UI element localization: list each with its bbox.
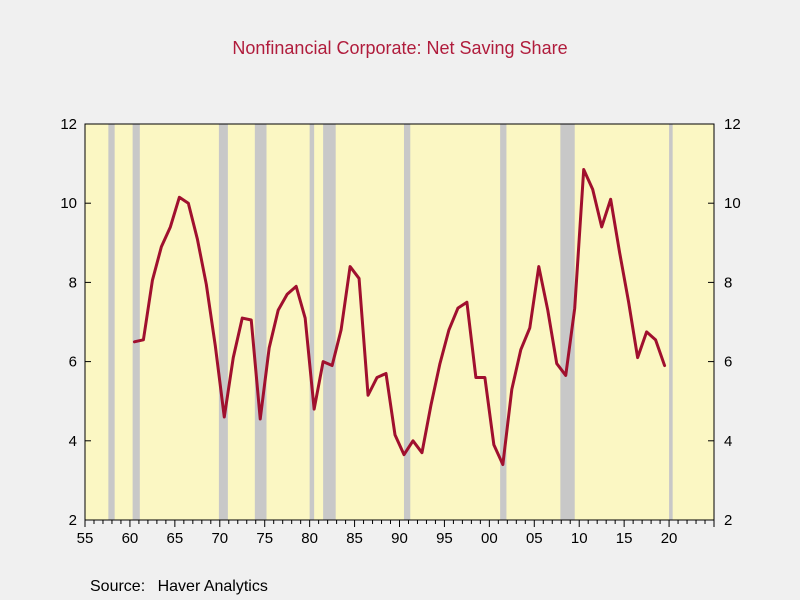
- x-tick-label: 80: [301, 530, 318, 547]
- plot-border: [84, 123, 715, 521]
- y-tick-label-left: 8: [69, 274, 77, 291]
- series-line: [132, 168, 667, 467]
- recession-band: [323, 124, 336, 520]
- x-tick-label: 75: [256, 530, 273, 547]
- recession-band: [560, 124, 575, 520]
- x-tick-label: 15: [616, 530, 633, 547]
- y-tick-label-left: 10: [60, 195, 77, 212]
- y-tick-label-right: 10: [724, 195, 741, 212]
- source-label: Source:: [90, 578, 146, 595]
- x-tick-label: 05: [526, 530, 543, 547]
- recession-band: [218, 124, 228, 520]
- recession-band: [254, 124, 267, 520]
- x-tick-label: 95: [436, 530, 453, 547]
- series-layer: [132, 168, 667, 467]
- axes: 2 2 4 4 6 6 8 8 10 10 12 12 55 60 65 70 75 80 85 90 95 00 05 10…: [60, 116, 740, 547]
- recession-band: [500, 124, 507, 520]
- chart-title: Nonfinancial Corporate: Net Saving Share: [232, 38, 568, 58]
- x-tick-label: 85: [346, 530, 363, 547]
- x-tick-label: 55: [77, 530, 94, 547]
- x-tick-label: 10: [571, 530, 588, 547]
- y-tick-label-right: 12: [724, 116, 741, 133]
- x-tick-label: 65: [167, 530, 184, 547]
- source-text: Haver Analytics: [157, 578, 268, 595]
- x-tick-label: 90: [391, 530, 408, 547]
- y-tick-label-left: 2: [69, 512, 77, 529]
- recession-band: [403, 124, 411, 520]
- x-tick-label: 00: [481, 530, 498, 547]
- y-tick-label-right: 6: [724, 354, 732, 371]
- recession-band: [108, 124, 115, 520]
- y-tick-label-left: 4: [69, 433, 77, 450]
- y-tick-label-right: 2: [724, 512, 732, 529]
- x-tick-label: 70: [211, 530, 228, 547]
- recession-band: [132, 124, 140, 520]
- y-tick-label-left: 12: [60, 116, 77, 133]
- x-tick-label: 60: [122, 530, 139, 547]
- y-tick-label-right: 8: [724, 274, 732, 291]
- y-tick-label-left: 6: [69, 354, 77, 371]
- source-note: Source: Haver Analytics: [90, 578, 268, 596]
- y-tick-label-right: 4: [724, 433, 732, 450]
- recession-bands: [108, 124, 673, 520]
- plot-area: [85, 124, 714, 520]
- recession-band: [309, 124, 315, 520]
- recession-band: [669, 124, 673, 520]
- x-tick-label: 20: [661, 530, 678, 547]
